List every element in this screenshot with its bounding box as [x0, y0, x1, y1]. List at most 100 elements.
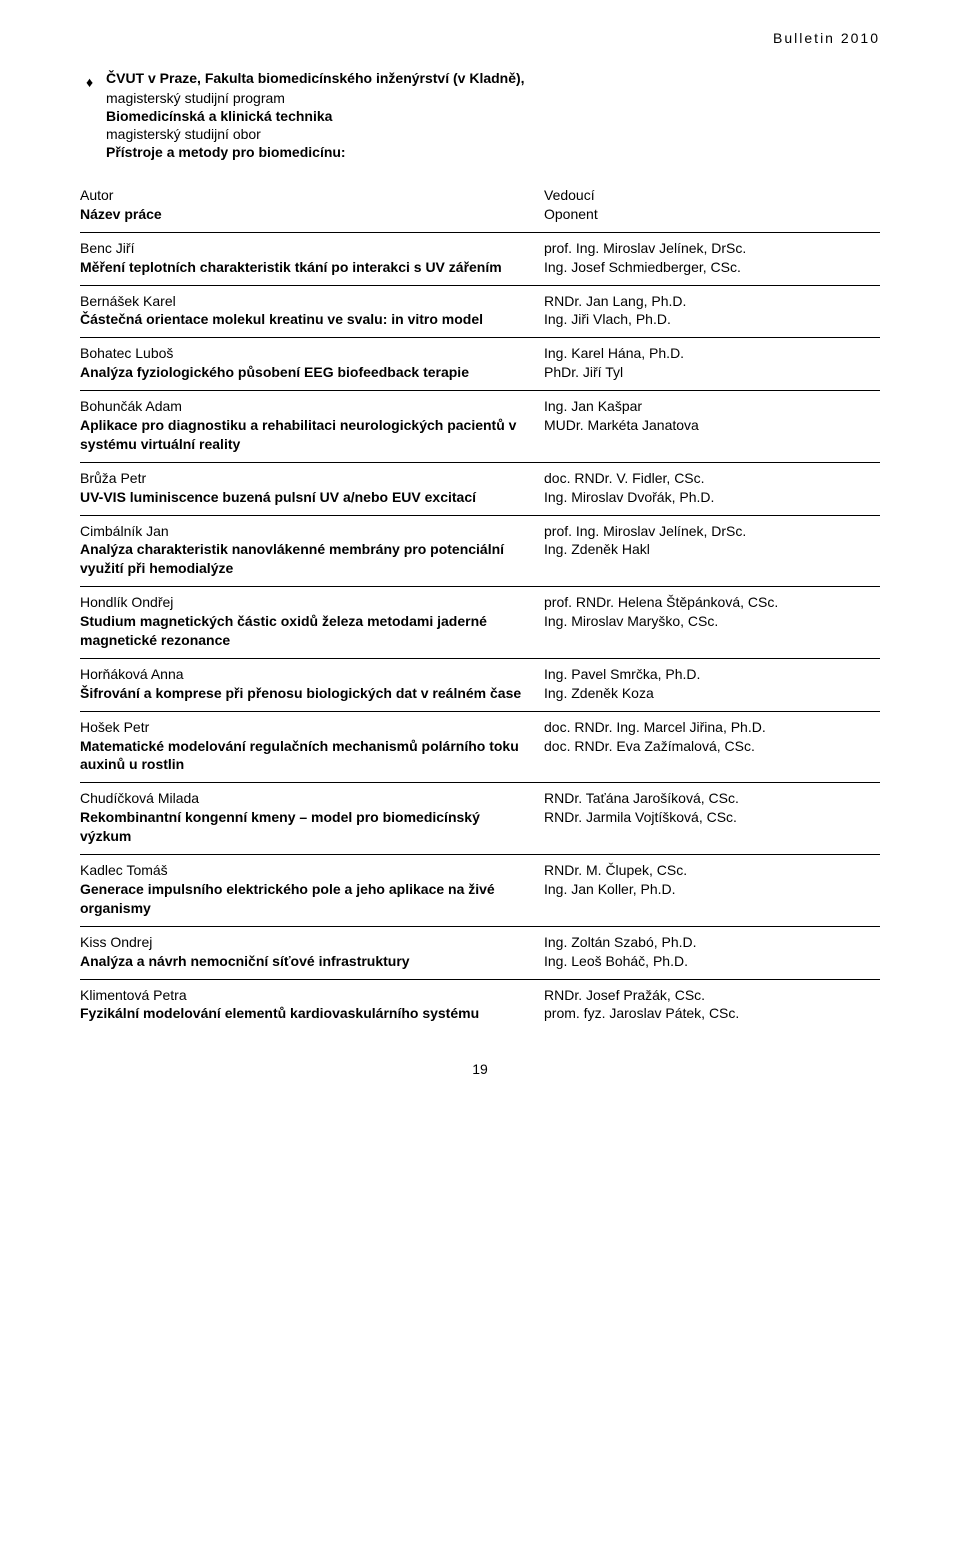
- section-heading: ♦ ČVUT v Praze, Fakulta biomedicínského …: [80, 70, 880, 86]
- thesis-title: UV-VIS luminiscence buzená pulsní UV a/n…: [80, 488, 524, 507]
- header-opponent: Oponent: [544, 205, 880, 224]
- section-line2: magisterský studijní program: [80, 90, 880, 106]
- table-row: Bernášek KarelČástečná orientace molekul…: [80, 286, 880, 339]
- row-right: Ing. Zoltán Szabó, Ph.D.Ing. Leoš Boháč,…: [544, 933, 880, 971]
- table-row: Klimentová PetraFyzikální modelování ele…: [80, 980, 880, 1032]
- thesis-title: Částečná orientace molekul kreatinu ve s…: [80, 310, 524, 329]
- table-row: Hošek PetrMatematické modelování regulač…: [80, 712, 880, 784]
- table-row: Bohatec LubošAnalýza fyziologického půso…: [80, 338, 880, 391]
- supervisor-name: Ing. Pavel Smrčka, Ph.D.: [544, 665, 880, 684]
- row-right: doc. RNDr. Ing. Marcel Jiřina, Ph.D.doc.…: [544, 718, 880, 775]
- thesis-title: Fyzikální modelování elementů kardiovask…: [80, 1004, 524, 1023]
- row-left: Hošek PetrMatematické modelování regulač…: [80, 718, 544, 775]
- author-name: Hošek Petr: [80, 718, 524, 737]
- opponent-name: Ing. Leoš Boháč, Ph.D.: [544, 952, 880, 971]
- row-left: Bohunčák AdamAplikace pro diagnostiku a …: [80, 397, 544, 454]
- opponent-name: doc. RNDr. Eva Zažímalová, CSc.: [544, 737, 880, 756]
- supervisor-name: prof. Ing. Miroslav Jelínek, DrSc.: [544, 522, 880, 541]
- thesis-title: Měření teplotních charakteristik tkání p…: [80, 258, 524, 277]
- table-row: Kadlec TomášGenerace impulsního elektric…: [80, 855, 880, 927]
- row-left: Bernášek KarelČástečná orientace molekul…: [80, 292, 544, 330]
- thesis-title: Aplikace pro diagnostiku a rehabilitaci …: [80, 416, 524, 454]
- supervisor-name: RNDr. M. Člupek, CSc.: [544, 861, 880, 880]
- row-right: doc. RNDr. V. Fidler, CSc.Ing. Miroslav …: [544, 469, 880, 507]
- author-name: Hondlík Ondřej: [80, 593, 524, 612]
- author-name: Kadlec Tomáš: [80, 861, 524, 880]
- row-right: prof. RNDr. Helena Štěpánková, CSc.Ing. …: [544, 593, 880, 650]
- supervisor-name: prof. Ing. Miroslav Jelínek, DrSc.: [544, 239, 880, 258]
- author-name: Bohunčák Adam: [80, 397, 524, 416]
- row-right: prof. Ing. Miroslav Jelínek, DrSc.Ing. J…: [544, 239, 880, 277]
- thesis-title: Analýza a návrh nemocniční síťové infras…: [80, 952, 524, 971]
- author-name: Brůža Petr: [80, 469, 524, 488]
- thesis-title: Šifrování a komprese při přenosu biologi…: [80, 684, 524, 703]
- header-author: Autor: [80, 186, 524, 205]
- table-header-right: Vedoucí Oponent: [544, 186, 880, 224]
- opponent-name: MUDr. Markéta Janatova: [544, 416, 880, 435]
- thesis-title: Matematické modelování regulačních mecha…: [80, 737, 524, 775]
- row-left: Cimbálník JanAnalýza charakteristik nano…: [80, 522, 544, 579]
- row-left: Kadlec TomášGenerace impulsního elektric…: [80, 861, 544, 918]
- thesis-title: Analýza charakteristik nanovlákenné memb…: [80, 540, 524, 578]
- opponent-name: Ing. Miroslav Dvořák, Ph.D.: [544, 488, 880, 507]
- supervisor-name: RNDr. Taťána Jarošíková, CSc.: [544, 789, 880, 808]
- author-name: Benc Jiří: [80, 239, 524, 258]
- row-left: Bohatec LubošAnalýza fyziologického půso…: [80, 344, 544, 382]
- section-line4: magisterský studijní obor: [80, 126, 880, 142]
- row-right: RNDr. Josef Pražák, CSc.prom. fyz. Jaros…: [544, 986, 880, 1024]
- row-left: Hondlík OndřejStudium magnetických části…: [80, 593, 544, 650]
- opponent-name: Ing. Miroslav Maryško, CSc.: [544, 612, 880, 631]
- table-row: Kiss OndrejAnalýza a návrh nemocniční sí…: [80, 927, 880, 980]
- header-thesis: Název práce: [80, 205, 524, 224]
- author-name: Kiss Ondrej: [80, 933, 524, 952]
- supervisor-name: RNDr. Josef Pražák, CSc.: [544, 986, 880, 1005]
- row-left: Brůža PetrUV-VIS luminiscence buzená pul…: [80, 469, 544, 507]
- supervisor-name: doc. RNDr. Ing. Marcel Jiřina, Ph.D.: [544, 718, 880, 737]
- table-row: Horňáková AnnaŠifrování a komprese při p…: [80, 659, 880, 712]
- row-right: RNDr. Taťána Jarošíková, CSc.RNDr. Jarmi…: [544, 789, 880, 846]
- opponent-name: prom. fyz. Jaroslav Pátek, CSc.: [544, 1004, 880, 1023]
- table-row: Cimbálník JanAnalýza charakteristik nano…: [80, 516, 880, 588]
- table-header-left: Autor Název práce: [80, 186, 544, 224]
- row-right: Ing. Karel Hána, Ph.D.PhDr. Jiří Tyl: [544, 344, 880, 382]
- row-left: Klimentová PetraFyzikální modelování ele…: [80, 986, 544, 1024]
- opponent-name: RNDr. Jarmila Vojtíšková, CSc.: [544, 808, 880, 827]
- row-right: prof. Ing. Miroslav Jelínek, DrSc.Ing. Z…: [544, 522, 880, 579]
- row-left: Benc JiříMěření teplotních charakteristi…: [80, 239, 544, 277]
- page-number: 19: [80, 1061, 880, 1077]
- table-row: Bohunčák AdamAplikace pro diagnostiku a …: [80, 391, 880, 463]
- section-line1: ČVUT v Praze, Fakulta biomedicínského in…: [106, 70, 525, 86]
- table-row: Brůža PetrUV-VIS luminiscence buzená pul…: [80, 463, 880, 516]
- row-right: RNDr. Jan Lang, Ph.D.Ing. Jiři Vlach, Ph…: [544, 292, 880, 330]
- row-left: Chudíčková MiladaRekombinantní kongenní …: [80, 789, 544, 846]
- supervisor-name: doc. RNDr. V. Fidler, CSc.: [544, 469, 880, 488]
- diamond-bullet-icon: ♦: [86, 74, 93, 90]
- thesis-title: Analýza fyziologického působení EEG biof…: [80, 363, 524, 382]
- author-name: Bohatec Luboš: [80, 344, 524, 363]
- row-right: Ing. Jan KašparMUDr. Markéta Janatova: [544, 397, 880, 454]
- table-row: Benc JiříMěření teplotních charakteristi…: [80, 233, 880, 286]
- supervisor-name: Ing. Karel Hána, Ph.D.: [544, 344, 880, 363]
- opponent-name: Ing. Jiři Vlach, Ph.D.: [544, 310, 880, 329]
- thesis-title: Studium magnetických částic oxidů železa…: [80, 612, 524, 650]
- thesis-table: Autor Název práce Vedoucí Oponent Benc J…: [80, 180, 880, 1031]
- author-name: Chudíčková Milada: [80, 789, 524, 808]
- table-row: Chudíčková MiladaRekombinantní kongenní …: [80, 783, 880, 855]
- section-line5: Přístroje a metody pro biomedicínu:: [80, 144, 880, 160]
- thesis-title: Rekombinantní kongenní kmeny – model pro…: [80, 808, 524, 846]
- opponent-name: Ing. Zdeněk Hakl: [544, 540, 880, 559]
- row-right: RNDr. M. Člupek, CSc.Ing. Jan Koller, Ph…: [544, 861, 880, 918]
- row-left: Kiss OndrejAnalýza a návrh nemocniční sí…: [80, 933, 544, 971]
- row-left: Horňáková AnnaŠifrování a komprese při p…: [80, 665, 544, 703]
- opponent-name: Ing. Zdeněk Koza: [544, 684, 880, 703]
- supervisor-name: Ing. Jan Kašpar: [544, 397, 880, 416]
- supervisor-name: RNDr. Jan Lang, Ph.D.: [544, 292, 880, 311]
- opponent-name: Ing. Josef Schmiedberger, CSc.: [544, 258, 880, 277]
- author-name: Cimbálník Jan: [80, 522, 524, 541]
- table-header-row: Autor Název práce Vedoucí Oponent: [80, 180, 880, 233]
- opponent-name: PhDr. Jiří Tyl: [544, 363, 880, 382]
- header-supervisor: Vedoucí: [544, 186, 880, 205]
- author-name: Klimentová Petra: [80, 986, 524, 1005]
- section-line3: Biomedicínská a klinická technika: [80, 108, 880, 124]
- supervisor-name: prof. RNDr. Helena Štěpánková, CSc.: [544, 593, 880, 612]
